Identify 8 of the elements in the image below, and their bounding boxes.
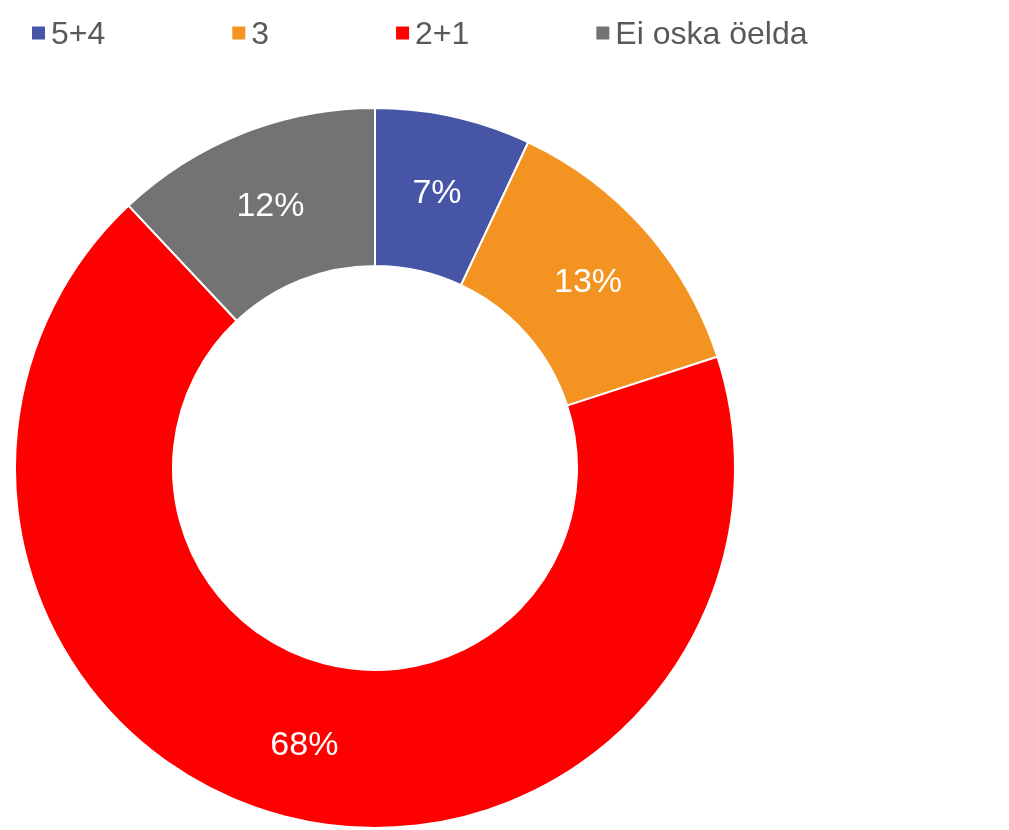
data-label: 7% (412, 171, 462, 210)
data-label: 13% (554, 261, 623, 300)
legend-label: 3 (251, 15, 270, 51)
legend-label: 5+4 (51, 15, 106, 51)
legend-label: 2+1 (415, 15, 470, 51)
data-label: 12% (236, 184, 305, 223)
legend-label: Ei oska öelda (615, 15, 808, 51)
data-label: 68% (270, 724, 339, 763)
